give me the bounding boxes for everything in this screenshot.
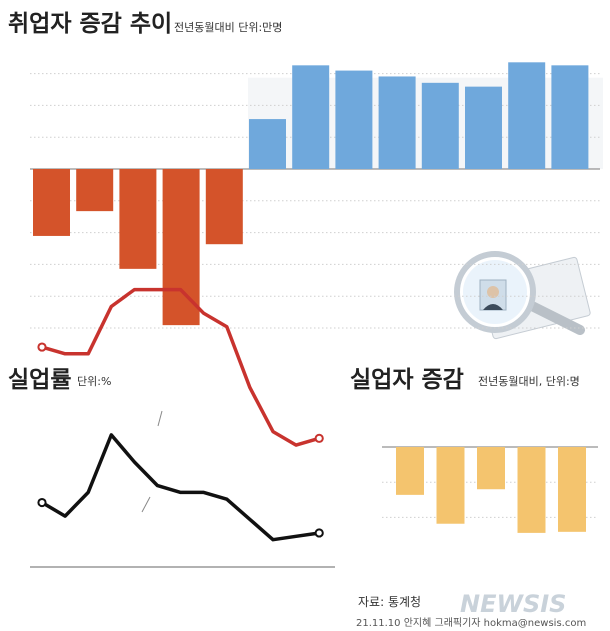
legend-leader: [157, 410, 163, 427]
bar: [249, 119, 286, 169]
employment-bar-chart: [30, 62, 603, 329]
unemployed-change-bar-chart: [382, 446, 598, 533]
bar: [378, 76, 416, 169]
bar: [205, 169, 243, 245]
unemployment-rate-line-chart: [30, 287, 335, 568]
bar: [421, 82, 459, 169]
bar: [76, 169, 114, 212]
bar: [292, 65, 330, 169]
series-endpoint: [37, 497, 47, 508]
unemployed-change-title: 실업자 증감: [350, 367, 464, 393]
newsis-logo: NEWSIS: [460, 590, 566, 618]
series-line: [41, 433, 320, 542]
bar: [508, 62, 546, 169]
legend-leader: [141, 496, 151, 513]
series-endpoint: [314, 433, 324, 443]
bar: [162, 169, 200, 326]
magnifier-illustration-icon: [454, 251, 591, 340]
unemployment-rate-title: 실업률: [8, 367, 71, 393]
bar: [119, 169, 157, 269]
bar: [517, 447, 546, 533]
source-label: 자료: 통계청: [358, 595, 421, 609]
employment-chart-subtitle: 전년동월대비 단위:만명: [174, 21, 282, 34]
series-endpoint: [314, 528, 324, 538]
unemployed-change-subtitle: 전년동월대비, 단위:명: [478, 375, 580, 388]
credit-line: 21.11.10 안지혜 그래픽기자 hokma@newsis.com: [356, 617, 586, 629]
bar: [465, 86, 502, 169]
unemployment-rate-subtitle: 단위:%: [77, 375, 111, 388]
bar: [33, 169, 70, 236]
bar: [558, 447, 586, 532]
series-endpoint: [37, 342, 47, 352]
bar: [335, 70, 373, 169]
bar: [396, 447, 424, 495]
series-line: [41, 287, 320, 447]
bar: [551, 65, 589, 169]
employment-chart-title: 취업자 증감 추이: [8, 11, 172, 37]
bar: [477, 447, 505, 490]
bar: [436, 447, 465, 524]
